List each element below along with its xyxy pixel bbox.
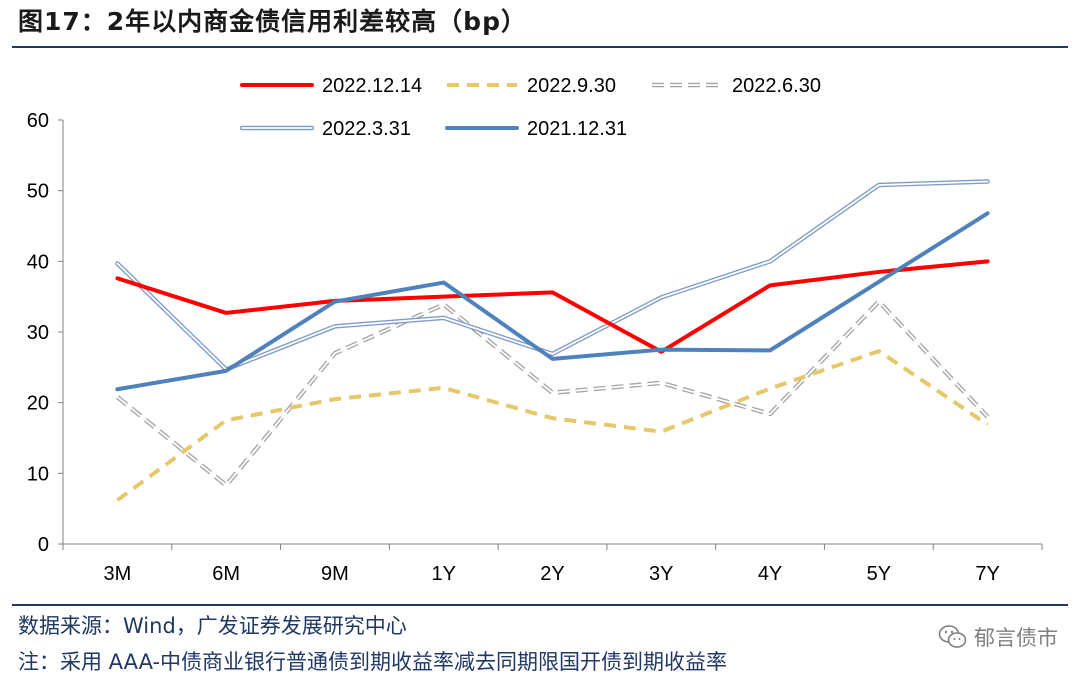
top-rule bbox=[12, 46, 1068, 48]
series-line-2022-6-30-stroke bbox=[115, 299, 990, 488]
source-note: 数据来源：Wind，广发证券发展研究中心 bbox=[18, 614, 407, 638]
y-tick-label: 20 bbox=[27, 393, 49, 415]
x-tick-label: 1Y bbox=[431, 563, 455, 585]
bottom-rule bbox=[12, 604, 1068, 606]
y-tick-label: 60 bbox=[27, 110, 49, 132]
series-line-2022-6-30-stroke bbox=[116, 300, 989, 487]
x-tick-label: 7Y bbox=[975, 563, 999, 585]
legend-label: 2022.6.30 bbox=[732, 75, 821, 97]
x-tick-label: 9M bbox=[321, 563, 349, 585]
chart-legend: 2022.12.14 2022.9.30 2022.6.30 2022.3.31 202… bbox=[239, 75, 821, 140]
series-line-2022-9-30 bbox=[116, 349, 989, 502]
series-line-2021-12-31-stroke bbox=[115, 211, 990, 392]
x-tick-label: 3Y bbox=[649, 563, 673, 585]
series-line-2022-12-14-stroke bbox=[115, 259, 990, 354]
method-note: 注：采用 AAA-中债商业银行普通债到期收益率减去同期限国开债到期收益率 bbox=[18, 650, 728, 674]
watermark: 郁言债市 bbox=[938, 622, 1058, 652]
series-line-2022-3-31-stroke bbox=[116, 180, 989, 371]
series-line-2022-3-31 bbox=[115, 179, 990, 372]
series-line-2022-6-30 bbox=[115, 299, 990, 488]
series-line-2022-9-30-stroke bbox=[116, 349, 989, 502]
watermark-text: 郁言债市 bbox=[974, 626, 1058, 650]
legend-label: 2021.12.31 bbox=[527, 118, 627, 140]
series-line-2021-12-31 bbox=[115, 211, 990, 392]
x-tick-label: 3M bbox=[103, 563, 131, 585]
x-tick-label: 5Y bbox=[867, 563, 891, 585]
y-tick-label: 40 bbox=[27, 251, 49, 273]
y-tick-label: 30 bbox=[27, 322, 49, 344]
chart-title: 图17：2年以内商金债信用利差较高（bp） bbox=[18, 7, 527, 36]
wechat-icon bbox=[938, 625, 967, 648]
legend-label: 2022.9.30 bbox=[527, 75, 616, 97]
chart-series bbox=[115, 179, 990, 502]
x-tick-label: 6M bbox=[212, 563, 240, 585]
x-tick-label: 4Y bbox=[758, 563, 782, 585]
series-line-2022-12-14 bbox=[115, 259, 990, 354]
y-tick-label: 0 bbox=[38, 534, 49, 556]
chart-axes: 0 10 20 30 40 50 60 3M 6M 9M 1Y 2Y 3Y 4Y 5Y 7Y bbox=[27, 110, 1043, 585]
line-chart: 0 10 20 30 40 50 60 3M 6M 9M 1Y 2Y 3Y 4Y 5Y 7Y 2022.12.… bbox=[27, 75, 1043, 585]
y-tick-label: 10 bbox=[27, 463, 49, 485]
legend-label: 2022.3.31 bbox=[322, 118, 411, 140]
y-tick-label: 50 bbox=[27, 181, 49, 203]
legend-label: 2022.12.14 bbox=[322, 75, 422, 97]
x-tick-label: 2Y bbox=[540, 563, 564, 585]
